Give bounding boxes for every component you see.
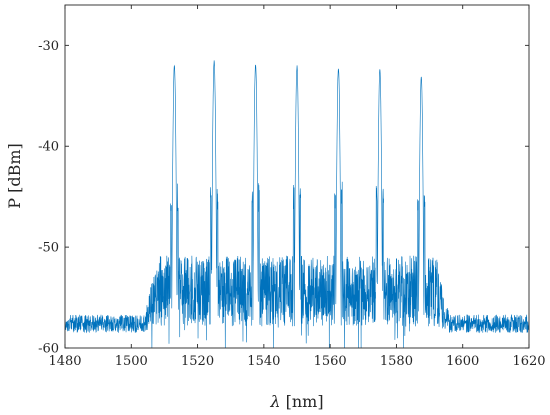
peak-point-2 xyxy=(213,50,215,52)
x-tick-label: 1620 xyxy=(512,354,545,369)
x-axis-ticks: 1480 1500 1520 1540 1560 1580 1600 1620 xyxy=(48,5,546,369)
x-tick-label: 1580 xyxy=(380,354,413,369)
x-axis-label: λ [nm] xyxy=(269,392,323,411)
peak-point-6 xyxy=(379,59,381,61)
series-layer xyxy=(64,60,530,349)
y-tick-label: -50 xyxy=(38,241,59,256)
plot-area xyxy=(65,5,529,348)
x-tick-label: 1600 xyxy=(446,354,479,369)
x-tick-label: 1540 xyxy=(247,354,280,369)
spectrum-line xyxy=(64,60,530,349)
y-axis-ticks: -60 -50 -40 -30 xyxy=(38,39,529,357)
y-tick-label: -60 xyxy=(38,342,59,357)
y-tick-label: -40 xyxy=(38,140,59,155)
peak-point-3 xyxy=(254,52,256,54)
peak-point-7 xyxy=(420,65,422,67)
peak-point-4 xyxy=(296,55,298,57)
peak-point-1 xyxy=(173,54,175,56)
x-tick-label: 1480 xyxy=(48,354,81,369)
y-tick-label: -30 xyxy=(38,39,59,54)
x-tick-label: 1500 xyxy=(115,354,148,369)
x-tick-label: 1560 xyxy=(314,354,347,369)
axes-box xyxy=(64,4,530,349)
peak-point-5 xyxy=(337,56,339,58)
y-axis-label: P [dBm] xyxy=(5,143,24,209)
x-tick-label: 1520 xyxy=(181,354,214,369)
